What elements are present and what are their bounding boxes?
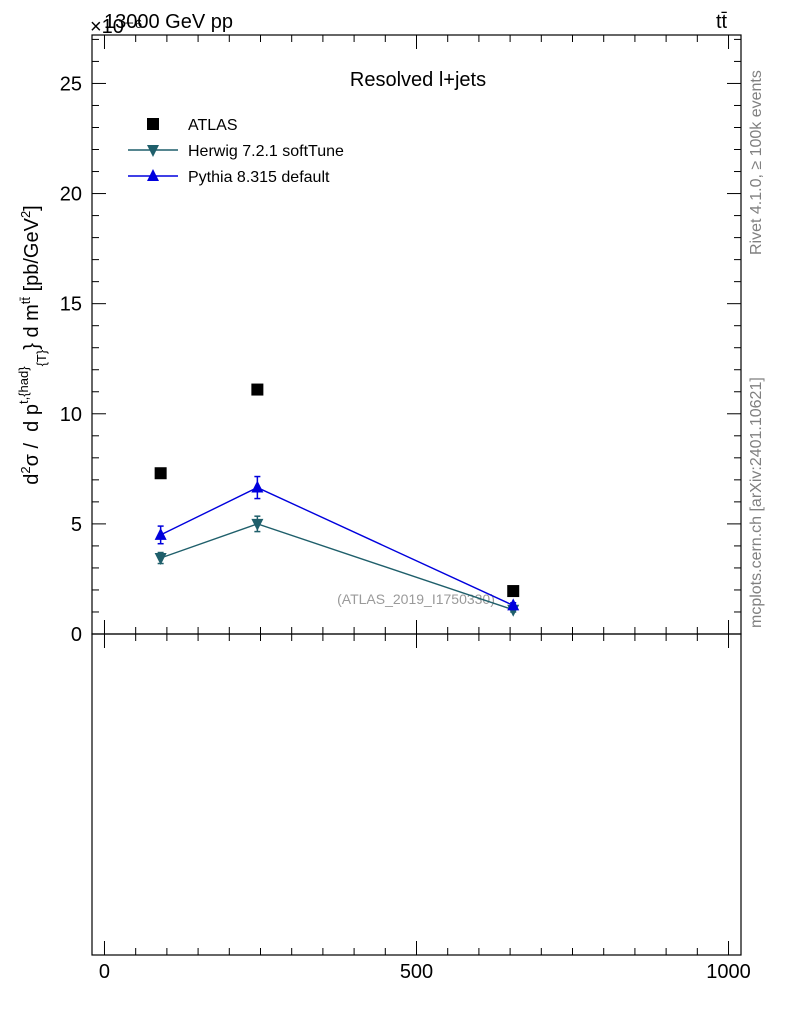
y-tick-label: 15 (60, 294, 82, 316)
analysis-watermark: (ATLAS_2019_I1750330) (337, 591, 495, 607)
data-point (251, 518, 264, 531)
data-point (507, 598, 520, 611)
legend-marker (147, 118, 159, 130)
axis-ticks (92, 35, 741, 955)
data-point (251, 480, 264, 493)
legend-label: ATLAS (188, 117, 238, 134)
legend-marker (147, 169, 159, 181)
x-tick-label: 1000 (706, 961, 751, 983)
series-line (160, 486, 514, 607)
data-point (154, 553, 167, 566)
y-tick-label: 20 (60, 184, 82, 206)
y-tick-label: 0 (71, 624, 82, 646)
x-tick-label: 0 (99, 961, 110, 983)
plot-title: Resolved l+jets (350, 69, 486, 91)
series-pythia-8-315-default (154, 475, 520, 611)
axis-tick-labels: 0 5 10 15 20 25 0 500 1000 (60, 73, 751, 983)
data-point (251, 383, 264, 396)
series-atlas (154, 383, 520, 598)
x-tick-label: 500 (400, 961, 433, 983)
energy-label: 13000 GeV pp (104, 11, 233, 33)
y-axis-label: d2σ / d pt,{had}{T}} d mtt̄ [pb/GeV2] (16, 205, 49, 485)
data-point (507, 585, 520, 598)
legend: ATLAS Herwig 7.2.1 softTune Pythia 8.315 d… (128, 117, 344, 186)
legend-entry: Herwig 7.2.1 softTune (128, 143, 344, 160)
legend-label: Herwig 7.2.1 softTune (188, 143, 344, 160)
y-tick-label: 5 (71, 514, 82, 536)
legend-entry: Pythia 8.315 default (128, 169, 330, 186)
legend-entry: ATLAS (147, 117, 238, 134)
legend-marker (147, 145, 159, 157)
svg-text:d2σ / d pt,{had}{T}} d mtt̄ [: d2σ / d pt,{had}{T}} d mtt̄ [pb/GeV2] (16, 205, 49, 485)
process-label: tt̄ (716, 11, 728, 33)
multiplier-label: ×10⁻⁶ (90, 16, 143, 38)
series-layer (154, 383, 520, 617)
rivet-label: Rivet 4.1.0, ≥ 100k events (748, 70, 765, 255)
data-point (154, 467, 167, 480)
ratio-plot-frame (91, 633, 742, 956)
y-tick-label: 25 (60, 73, 82, 95)
mcplots-label: mcplots.cern.ch [arXiv:2401.10621] (748, 377, 765, 628)
data-point (154, 527, 167, 540)
legend-label: Pythia 8.315 default (188, 169, 330, 186)
y-tick-label: 10 (60, 404, 82, 426)
